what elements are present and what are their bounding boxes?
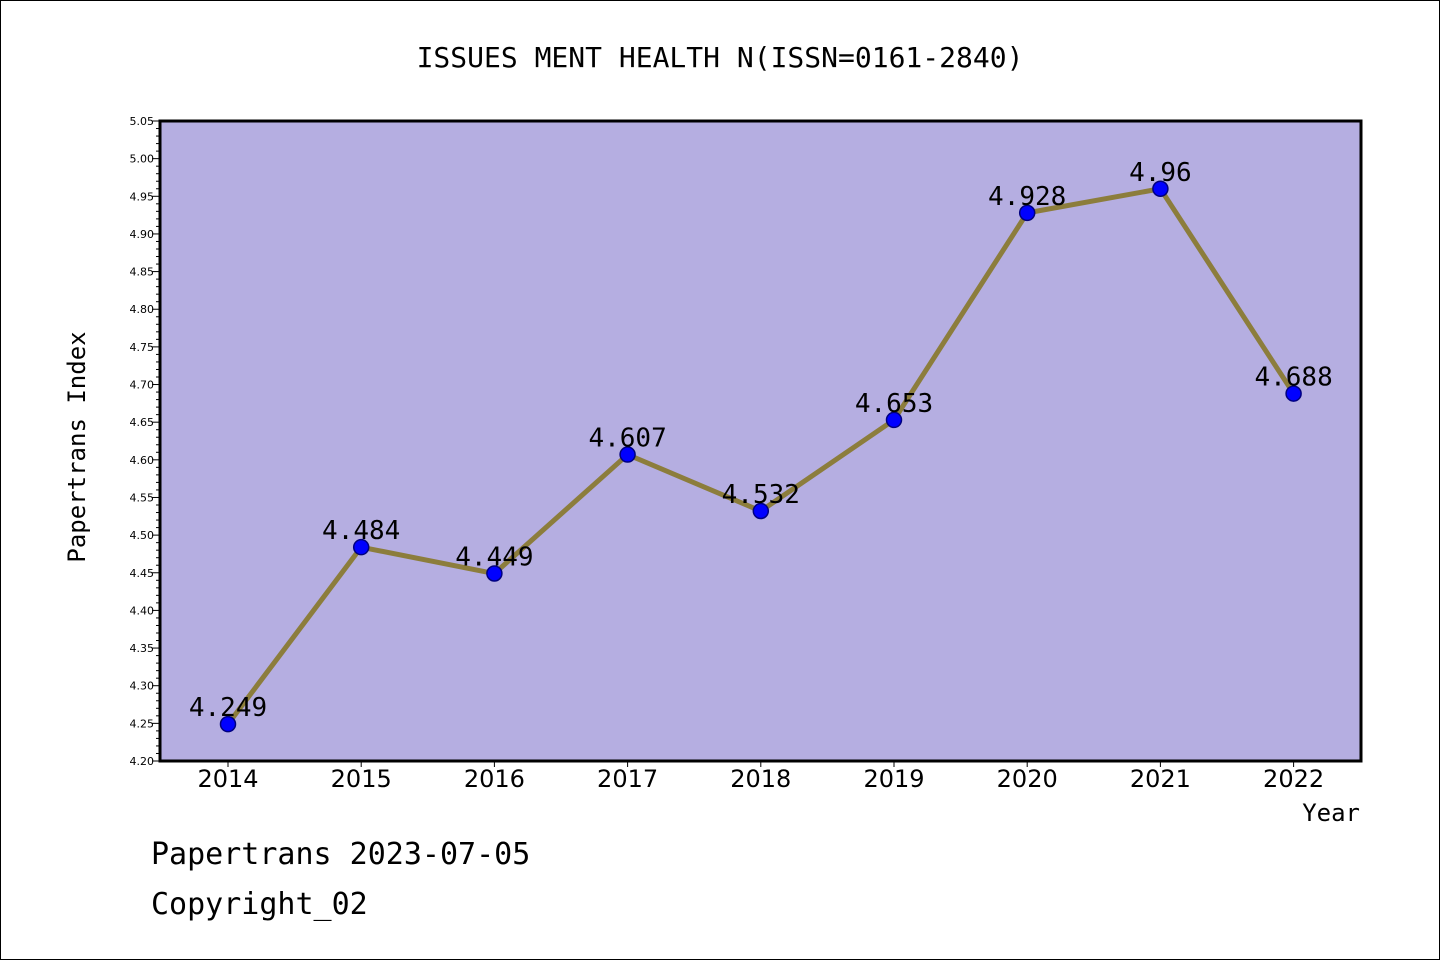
- chart-title: ISSUES MENT HEALTH N(ISSN=0161-2840): [417, 41, 1024, 74]
- y-tick-label: 4.20: [130, 755, 155, 768]
- x-tick-label: 2018: [730, 765, 791, 793]
- x-axis: 2014 2015 2016 2017 2018 2019 2020 2021 2022: [197, 761, 1324, 793]
- x-tick-label: 2017: [597, 765, 658, 793]
- y-tick-label: 4.70: [130, 379, 155, 392]
- x-tick-label: 2014: [197, 765, 258, 793]
- data-point-marker: [1285, 385, 1302, 402]
- y-tick-label: 4.35: [130, 642, 155, 655]
- data-point-marker: [1152, 180, 1169, 198]
- y-tick-label: 5.05: [130, 115, 155, 128]
- y-tick-label: 4.85: [130, 266, 155, 279]
- x-tick-label: 2016: [464, 765, 525, 793]
- data-label: 4.688: [1254, 363, 1332, 393]
- y-tick-label: 4.65: [130, 416, 155, 429]
- x-tick-label: 2015: [331, 765, 392, 793]
- y-tick-label: 5.00: [130, 153, 155, 166]
- data-point-marker: [619, 446, 636, 463]
- data-point-marker: [752, 502, 770, 520]
- data-label: 4.484: [322, 516, 400, 546]
- y-tick-label: 4.90: [130, 228, 155, 241]
- y-axis: 4.20 4.25 4.30 4.35 4.40 4.45 4.50 4.55 4.60 4.65…: [130, 115, 160, 768]
- y-tick-label: 4.55: [130, 491, 155, 504]
- data-label: 4.96: [1129, 158, 1192, 188]
- data-point-marker: [486, 565, 503, 582]
- y-tick-label: 4.60: [130, 454, 155, 467]
- marker-group: [219, 180, 1302, 733]
- x-tick-label: 2019: [863, 765, 924, 793]
- x-tick-label: 2021: [1130, 765, 1191, 793]
- data-label: 4.607: [588, 424, 666, 454]
- data-label-group: 4.249 4.484 4.449 4.607 4.532 4.653 4.928 4.96 4…: [189, 158, 1333, 723]
- data-point-marker: [352, 538, 370, 556]
- data-label: 4.928: [988, 182, 1066, 212]
- y-tick-label: 4.75: [130, 341, 155, 354]
- x-axis-label: Year: [1302, 799, 1360, 827]
- y-tick-label: 4.25: [130, 717, 155, 730]
- data-label: 4.249: [189, 693, 267, 723]
- data-point-marker: [219, 715, 237, 733]
- data-label: 4.532: [722, 480, 800, 510]
- data-point-marker: [885, 411, 903, 429]
- y-tick-label: 4.45: [130, 567, 155, 580]
- y-tick-label: 4.80: [130, 303, 155, 316]
- data-label: 4.653: [855, 389, 933, 419]
- x-tick-label: 2022: [1263, 765, 1324, 793]
- x-tick-label: 2020: [997, 765, 1058, 793]
- data-point-marker: [1018, 204, 1036, 222]
- y-tick-label: 4.95: [130, 190, 155, 203]
- data-label: 4.449: [455, 543, 533, 573]
- y-axis-label: Papertrans Index: [63, 331, 91, 562]
- footer-copyright: Copyright_02: [151, 887, 368, 922]
- footer-date: Papertrans 2023-07-05: [151, 837, 531, 872]
- y-tick-label: 4.30: [130, 680, 155, 693]
- plot-area: [158, 119, 1363, 763]
- y-tick-label: 4.50: [130, 529, 155, 542]
- y-tick-label: 4.40: [130, 604, 155, 617]
